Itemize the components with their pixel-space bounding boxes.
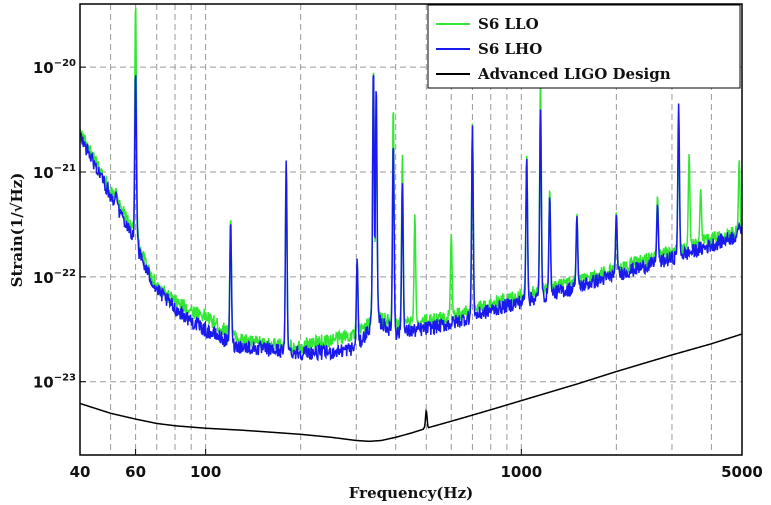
y-tick-label: 10−23 [33, 373, 76, 392]
y-tick-label: 10−20 [33, 58, 76, 77]
x-tick-label: 60 [125, 463, 146, 481]
x-axis-label: Frequency(Hz) [349, 484, 473, 502]
y-tick-label: 10−22 [33, 268, 76, 287]
x-tick-label: 100 [190, 463, 221, 481]
legend-label-s6-lho: S6 LHO [478, 40, 542, 58]
legend-label-s6-llo: S6 LLO [478, 15, 539, 33]
x-axis-ticks: 40 60 100 1000 5000 [70, 449, 763, 481]
grid-lines [80, 4, 742, 455]
y-axis-label: Strain(1/√Hz) [8, 173, 26, 288]
series-line-advanced-ligo-design [80, 333, 742, 443]
x-tick-label: 40 [70, 463, 91, 481]
legend-box [427, 4, 741, 89]
x-tick-label: 1000 [500, 463, 542, 481]
legend-label-advanced-ligo-design: Advanced LIGO Design [477, 65, 671, 83]
plot-frame [79, 3, 743, 456]
y-axis-ticks: 10−23 10−22 10−21 10−20 [33, 58, 86, 392]
legend: S6 LLO S6 LHO Advanced LIGO Design [427, 4, 741, 89]
series-line-s6-lho [80, 74, 742, 362]
x-tick-label: 5000 [721, 463, 763, 481]
y-tick-label: 10−21 [33, 163, 76, 182]
